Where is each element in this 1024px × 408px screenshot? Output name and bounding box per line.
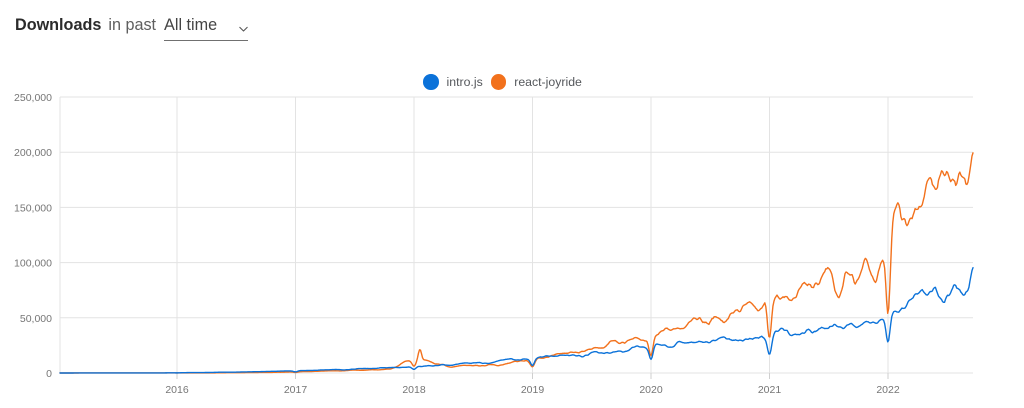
svg-text:0: 0 [46,368,52,380]
svg-text:2021: 2021 [758,384,782,396]
svg-text:2017: 2017 [284,384,308,396]
svg-text:2020: 2020 [639,384,663,396]
svg-text:100,000: 100,000 [14,258,52,270]
svg-text:2019: 2019 [521,384,545,396]
svg-text:150,000: 150,000 [14,202,52,214]
svg-text:2022: 2022 [876,384,900,396]
svg-text:250,000: 250,000 [14,92,52,104]
svg-text:2016: 2016 [165,384,189,396]
svg-text:200,000: 200,000 [14,147,52,159]
svg-text:50,000: 50,000 [20,313,52,325]
svg-text:2018: 2018 [402,384,426,396]
